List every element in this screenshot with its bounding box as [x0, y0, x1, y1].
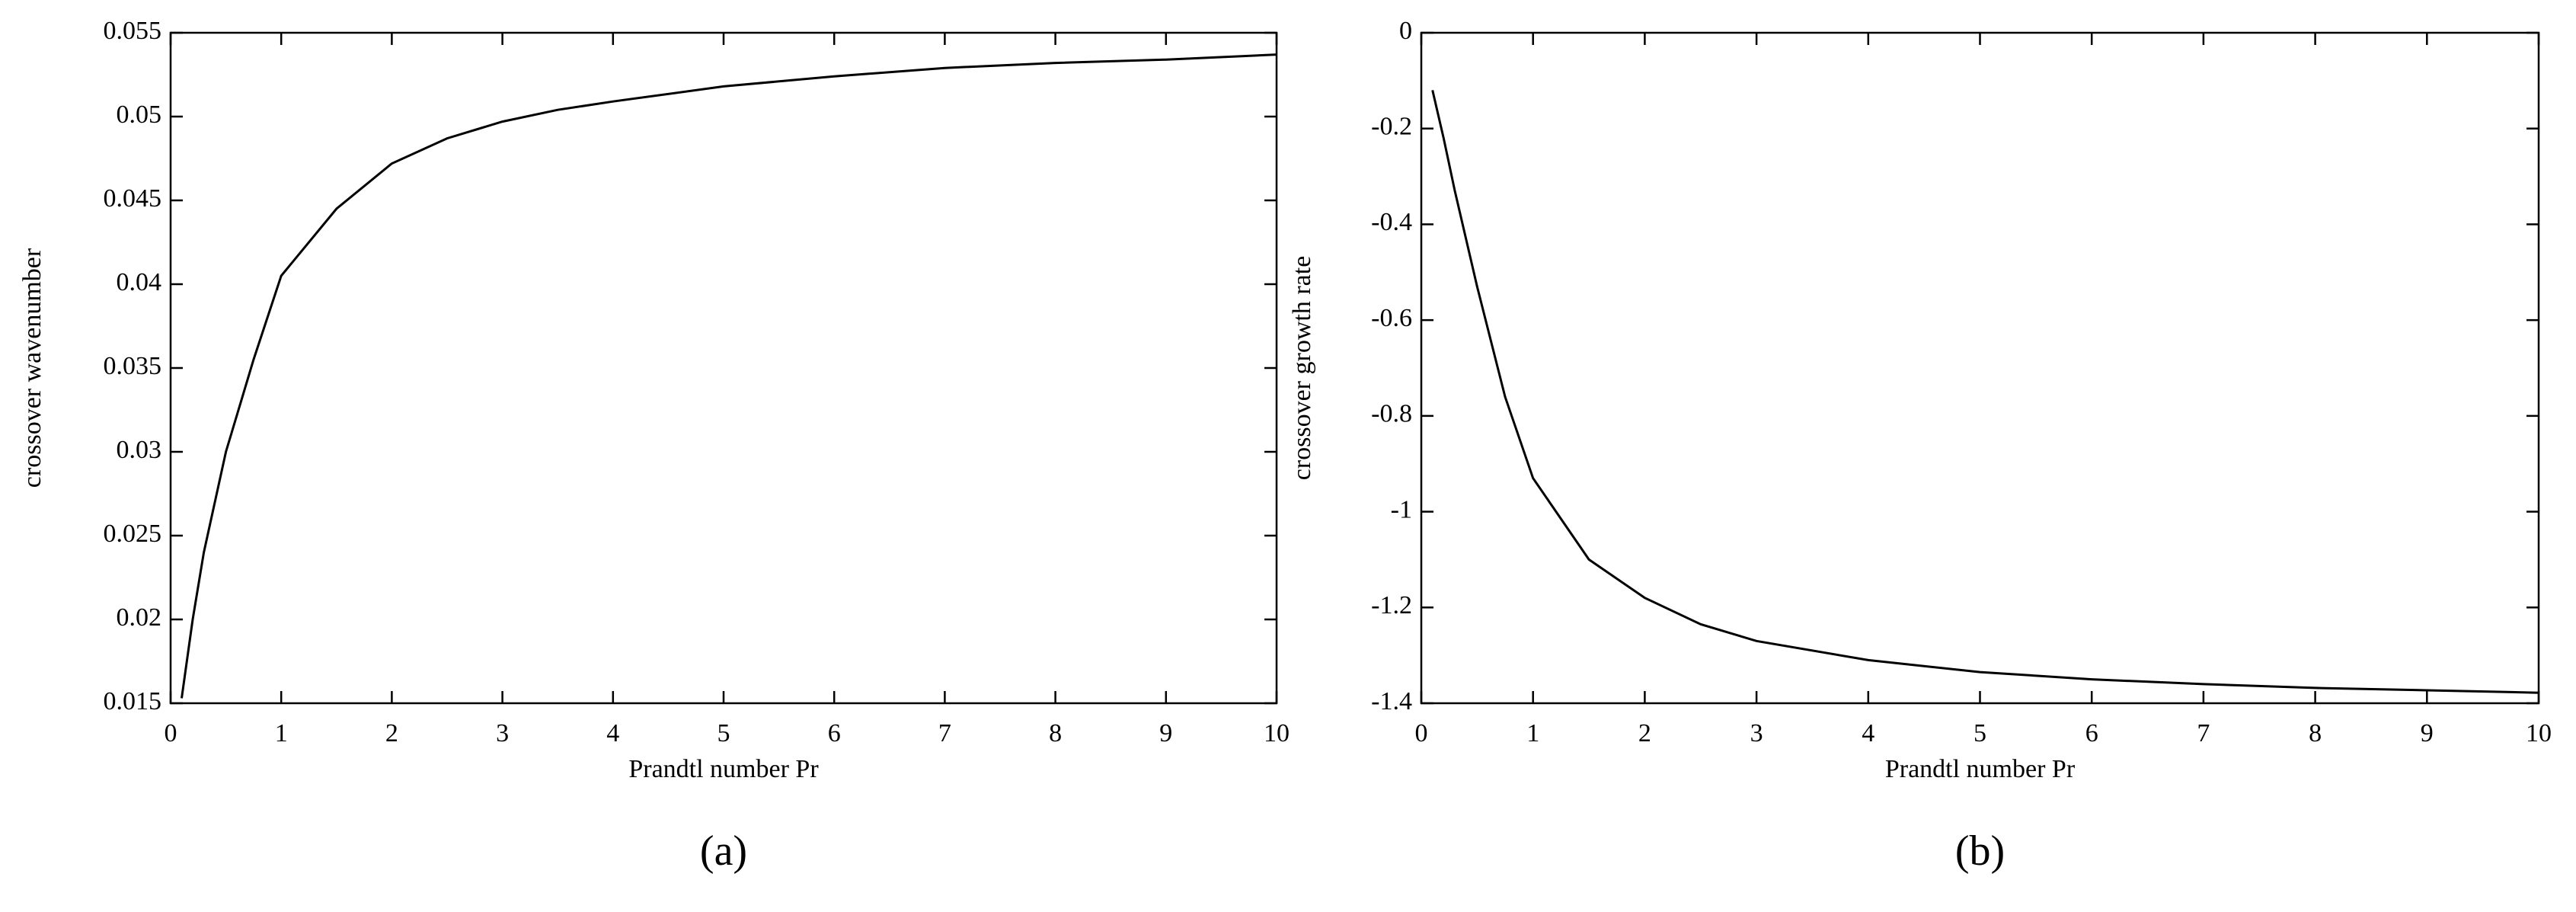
y-tick-label: 0.015 — [104, 687, 162, 715]
y-tick-label: -0.6 — [1371, 304, 1412, 332]
y-tick-label: 0.045 — [104, 184, 162, 213]
y-tick-label: 0.04 — [117, 268, 162, 296]
y-axis-label: crossover wavenumber — [18, 248, 46, 488]
x-tick-label: 3 — [496, 719, 509, 747]
y-tick-label: 0.03 — [117, 436, 162, 464]
data-line — [1431, 90, 2539, 694]
y-tick-label: 0 — [1399, 17, 1412, 45]
panel-label: (b) — [1955, 827, 2005, 875]
x-tick-label: 8 — [2309, 719, 2322, 747]
x-tick-label: 7 — [938, 719, 951, 747]
x-tick-label: 5 — [718, 719, 730, 747]
x-tick-label: 6 — [828, 719, 841, 747]
x-axis-label: Prandtl number Pr — [628, 755, 819, 783]
x-tick-label: 10 — [2526, 719, 2552, 747]
y-tick-label: -0.2 — [1371, 113, 1412, 141]
x-tick-label: 9 — [1159, 719, 1172, 747]
x-tick-label: 4 — [1862, 719, 1874, 747]
x-tick-label: 5 — [1974, 719, 1986, 747]
x-tick-label: 1 — [1526, 719, 1539, 747]
x-tick-label: 4 — [606, 719, 619, 747]
y-tick-label: -0.4 — [1371, 208, 1412, 236]
y-tick-label: 0.055 — [104, 17, 162, 45]
x-tick-label: 0 — [165, 719, 177, 747]
y-tick-label: 0.025 — [104, 520, 162, 548]
y-tick-label: 0.05 — [117, 101, 162, 129]
y-axis-label: crossover growth rate — [1288, 256, 1316, 481]
x-tick-label: 0 — [1415, 719, 1428, 747]
x-tick-label: 3 — [1750, 719, 1763, 747]
y-tick-label: -1 — [1391, 495, 1412, 523]
x-tick-label: 9 — [2421, 719, 2434, 747]
y-tick-label: 0.02 — [117, 603, 162, 632]
x-tick-label: 2 — [385, 719, 398, 747]
plot-frame — [1420, 31, 2540, 705]
data-line — [181, 53, 1277, 699]
x-tick-label: 6 — [2085, 719, 2098, 747]
x-tick-label: 10 — [1264, 719, 1290, 747]
y-tick-label: -0.8 — [1371, 400, 1412, 428]
y-tick-label: 0.035 — [104, 352, 162, 380]
x-tick-label: 8 — [1049, 719, 1062, 747]
x-tick-label: 1 — [275, 719, 288, 747]
y-tick-label: -1.2 — [1371, 591, 1412, 619]
x-tick-label: 7 — [2197, 719, 2210, 747]
panel-label: (a) — [700, 827, 747, 875]
plot-frame — [169, 31, 1278, 705]
y-tick-label: -1.4 — [1371, 687, 1412, 715]
x-tick-label: 2 — [1638, 719, 1651, 747]
x-axis-label: Prandtl number Pr — [1885, 755, 2076, 783]
